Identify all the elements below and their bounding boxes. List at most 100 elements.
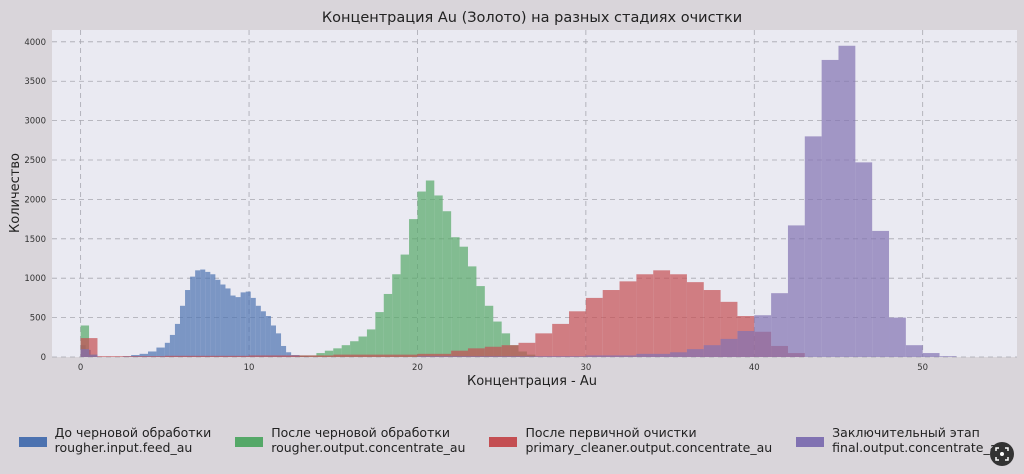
histogram-bar-series-1 [358,336,367,357]
histogram-bar-series-1 [484,305,494,357]
histogram-bar-series-0 [139,353,148,357]
histogram-bar-series-1 [366,329,376,357]
histogram-bar-series-3 [804,136,822,357]
histogram-bar-series-3 [703,345,721,357]
y-tick-label: 1000 [24,274,46,284]
histogram-bar-series-3 [905,345,923,357]
y-tick-label: 500 [30,314,46,324]
histogram-bar-series-3 [417,356,586,357]
histogram-bar-series-3 [855,162,873,357]
histogram-bar-series-0 [225,288,231,357]
histogram-bar-series-1 [434,195,443,357]
y-tick-label: 4000 [24,38,46,48]
histogram-bar-series-1 [400,254,410,357]
histogram-bar-series-0 [174,323,180,357]
histogram-bar-series-1 [467,266,477,357]
histogram-bar-series-3 [720,338,738,357]
screenshot-button[interactable] [990,442,1014,466]
histogram-bar-series-0 [215,279,221,357]
histogram-bar-series-0 [210,274,216,357]
histogram-bar-series-2 [417,353,452,357]
histogram-bar-series-0 [240,292,246,357]
bars [80,45,957,358]
legend-label: До черновой обработки [54,425,212,440]
histogram-bar-series-2 [97,356,165,357]
x-tick-label: 20 [412,363,423,373]
histogram-bar-series-2 [333,354,418,357]
histogram-bar-series-0 [205,271,211,357]
histogram-bar-series-2 [535,333,553,357]
legend-field: rougher.input.feed_au [54,440,193,455]
histogram-bar-series-1 [316,353,325,357]
histogram-chart: 0 500 1000 1500 2000 2500 3000 3500 4000 0 10 20 30… [8,10,1017,389]
histogram-bar-series-3 [686,349,704,357]
histogram-bar-series-0 [164,342,170,357]
histogram-bar-series-2 [552,323,570,357]
histogram-bar-series-2 [518,342,536,357]
histogram-bar-series-2 [451,350,468,357]
histogram-bar-series-1 [341,345,351,357]
histogram-bar-series-0 [169,334,175,357]
y-axis-label: Количество [8,153,23,233]
histogram-bar-series-2 [619,281,637,357]
legend-item-rougher-output: После черновой обработки rougher.output.… [235,425,465,465]
histogram-bar-series-3 [636,353,671,357]
legend-swatch [796,437,825,447]
histogram-bar-series-1 [476,286,485,357]
y-tick-label: 0 [41,353,46,363]
histogram-bar-series-0 [245,291,251,357]
histogram-bar-series-3 [585,355,637,357]
histogram-bar-series-3 [787,225,805,357]
histogram-bar-series-2 [249,355,334,357]
histogram-bar-series-1 [375,312,384,357]
legend-swatch [235,437,264,447]
histogram-bar-series-0 [147,351,157,357]
histogram-bar-series-3 [889,317,906,357]
histogram-bar-series-1 [417,191,426,357]
legend-item-final: Заключительный этап final.output.concent… [796,425,1005,465]
histogram-bar-series-0 [286,352,292,357]
histogram-bar-series-0 [200,269,206,357]
x-tick-label: 50 [917,363,928,373]
legend-label: После черновой обработки [271,425,451,440]
histogram-bar-series-3 [754,315,772,357]
histogram-bar-series-0 [195,270,201,357]
histogram-bar-series-1 [350,341,359,357]
histogram-bar-series-0 [270,325,276,357]
legend-swatch [18,437,47,447]
legend-label: После первичной очистки [525,425,697,440]
legend-item-primary-cleaner: После первичной очистки primary_cleaner.… [489,425,772,465]
histogram-bar-series-0 [275,333,282,357]
histogram-bar-series-1 [459,246,468,357]
y-tick-label: 2500 [24,156,46,166]
histogram-bar-series-0 [230,295,236,357]
histogram-bar-series-0 [156,347,165,357]
histogram-bar-series-1 [333,348,342,357]
histogram-bar-series-2 [703,290,721,357]
histogram-bar-series-0 [255,305,261,357]
histogram-bar-series-3 [939,356,957,357]
x-tick-label: 0 [78,363,83,373]
legend-field: primary_cleaner.output.concentrate_au [525,440,773,455]
histogram-bar-series-3 [771,293,788,357]
x-tick-label: 40 [749,363,760,373]
histogram-bar-series-0 [190,276,196,357]
histogram-bar-series-3 [737,330,755,357]
histogram-bar-series-0 [265,316,271,357]
legend: До черновой обработки rougher.input.feed… [0,425,1024,465]
histogram-bar-series-1 [409,219,418,357]
histogram-bar-series-3 [838,45,856,358]
histogram-bar-series-0 [260,311,266,357]
histogram-bar-series-2 [653,270,671,357]
histogram-bar-series-1 [442,211,452,357]
legend-field: rougher.output.concentrate_au [271,440,466,455]
histogram-bar-series-0 [281,345,287,357]
x-axis-label: Концентрация - Au [467,374,597,389]
y-tick-label: 1500 [24,235,46,245]
legend-item-rougher-input: До черновой обработки rougher.input.feed… [18,425,212,465]
x-axis-ticks: 0 10 20 30 40 50 [78,363,928,373]
histogram-bar-series-2 [569,311,586,357]
legend-field: final.output.concentrate_au [832,440,1006,455]
histogram-bar-series-2 [585,297,603,357]
y-tick-label: 3500 [24,77,46,87]
